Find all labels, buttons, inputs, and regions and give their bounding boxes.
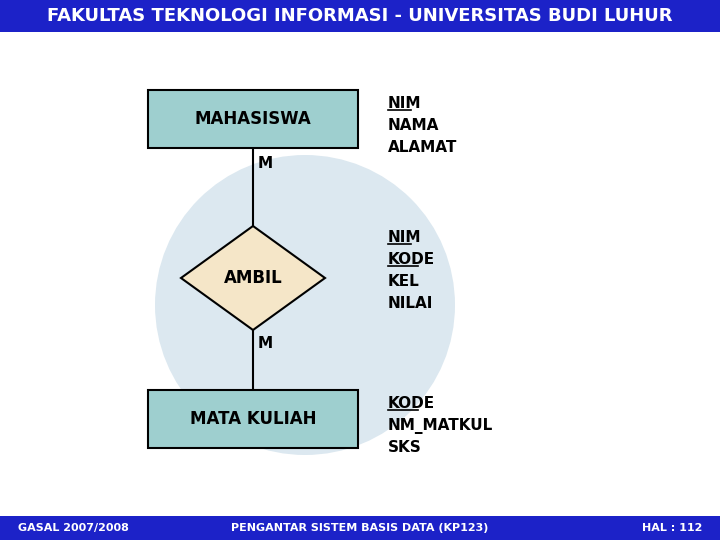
Text: SKS: SKS <box>388 440 422 455</box>
Text: AMBIL: AMBIL <box>224 269 282 287</box>
Text: KEL: KEL <box>388 274 420 289</box>
Bar <box>148 90 358 148</box>
Text: KODE: KODE <box>388 396 435 411</box>
Text: PENGANTAR SISTEM BASIS DATA (KP123): PENGANTAR SISTEM BASIS DATA (KP123) <box>231 523 489 533</box>
Bar <box>0 516 720 540</box>
Text: NIM: NIM <box>388 96 421 111</box>
Text: NILAI: NILAI <box>388 296 433 311</box>
Text: NAMA: NAMA <box>388 118 439 133</box>
Text: MAHASISWA: MAHASISWA <box>194 110 311 128</box>
Circle shape <box>155 155 455 455</box>
Bar <box>148 390 358 448</box>
Text: ALAMAT: ALAMAT <box>388 140 457 155</box>
Text: GASAL 2007/2008: GASAL 2007/2008 <box>18 523 129 533</box>
Text: M: M <box>258 336 273 351</box>
Text: NM_MATKUL: NM_MATKUL <box>388 418 493 434</box>
Text: HAL : 112: HAL : 112 <box>642 523 702 533</box>
Text: KODE: KODE <box>388 252 435 267</box>
Text: NIM: NIM <box>388 230 421 245</box>
Text: FAKULTAS TEKNOLOGI INFORMASI - UNIVERSITAS BUDI LUHUR: FAKULTAS TEKNOLOGI INFORMASI - UNIVERSIT… <box>48 7 672 25</box>
Text: M: M <box>258 156 273 171</box>
Polygon shape <box>181 226 325 330</box>
Bar <box>0 0 720 32</box>
Text: MATA KULIAH: MATA KULIAH <box>190 410 316 428</box>
